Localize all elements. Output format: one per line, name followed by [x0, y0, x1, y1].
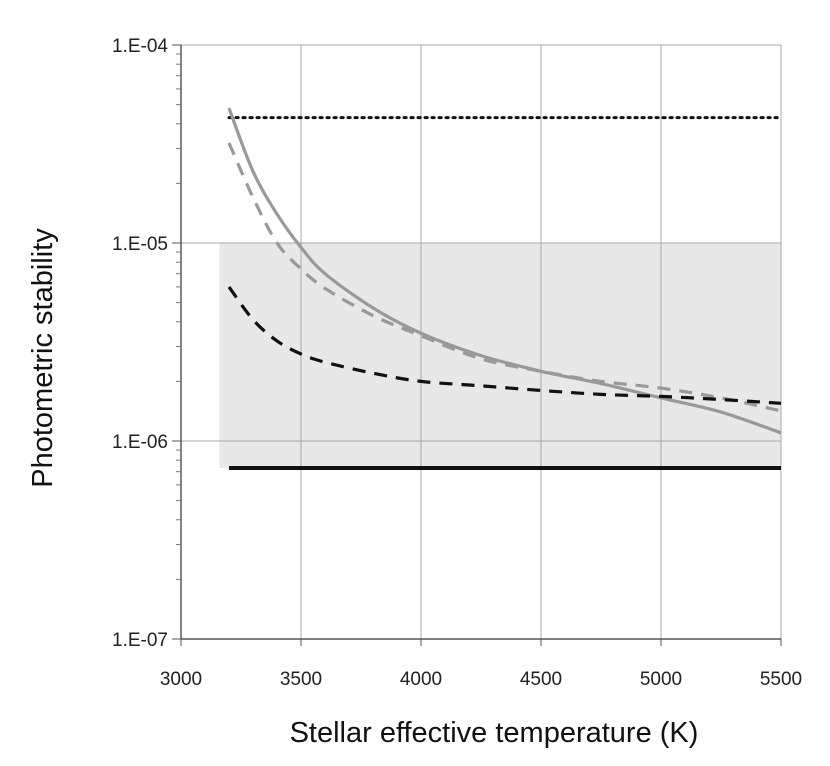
y-tick-label: 1.E-04 [112, 36, 168, 57]
grid-layer [181, 44, 782, 639]
x-tick-labels: 3000 3500 4000 4500 5000 5500 [160, 669, 802, 690]
x-tick-label: 5000 [640, 669, 682, 690]
y-tick-label: 1.E-06 [112, 432, 168, 453]
x-axis-title: Stellar effective temperature (K) [290, 717, 699, 749]
series-layer [227, 107, 783, 471]
y-tick-label: 1.E-05 [112, 234, 168, 255]
x-tick-label: 4500 [520, 669, 562, 690]
series-black-dashed [227, 285, 782, 405]
y-tick-label: 1.E-07 [112, 630, 168, 651]
x-tick-label: 3000 [160, 669, 202, 690]
series-gray-dashed [227, 142, 782, 413]
y-tick-labels: 1.E-07 1.E-06 1.E-05 1.E-04 [112, 36, 168, 651]
x-tick-label: 3500 [280, 669, 322, 690]
x-tick-label: 4000 [400, 669, 442, 690]
y-axis-title: Photometric stability [27, 228, 59, 488]
shaded-region-layer [219, 243, 781, 469]
axis-layer [172, 44, 782, 646]
shaded-region [219, 243, 781, 469]
x-tick-label: 5500 [760, 669, 802, 690]
